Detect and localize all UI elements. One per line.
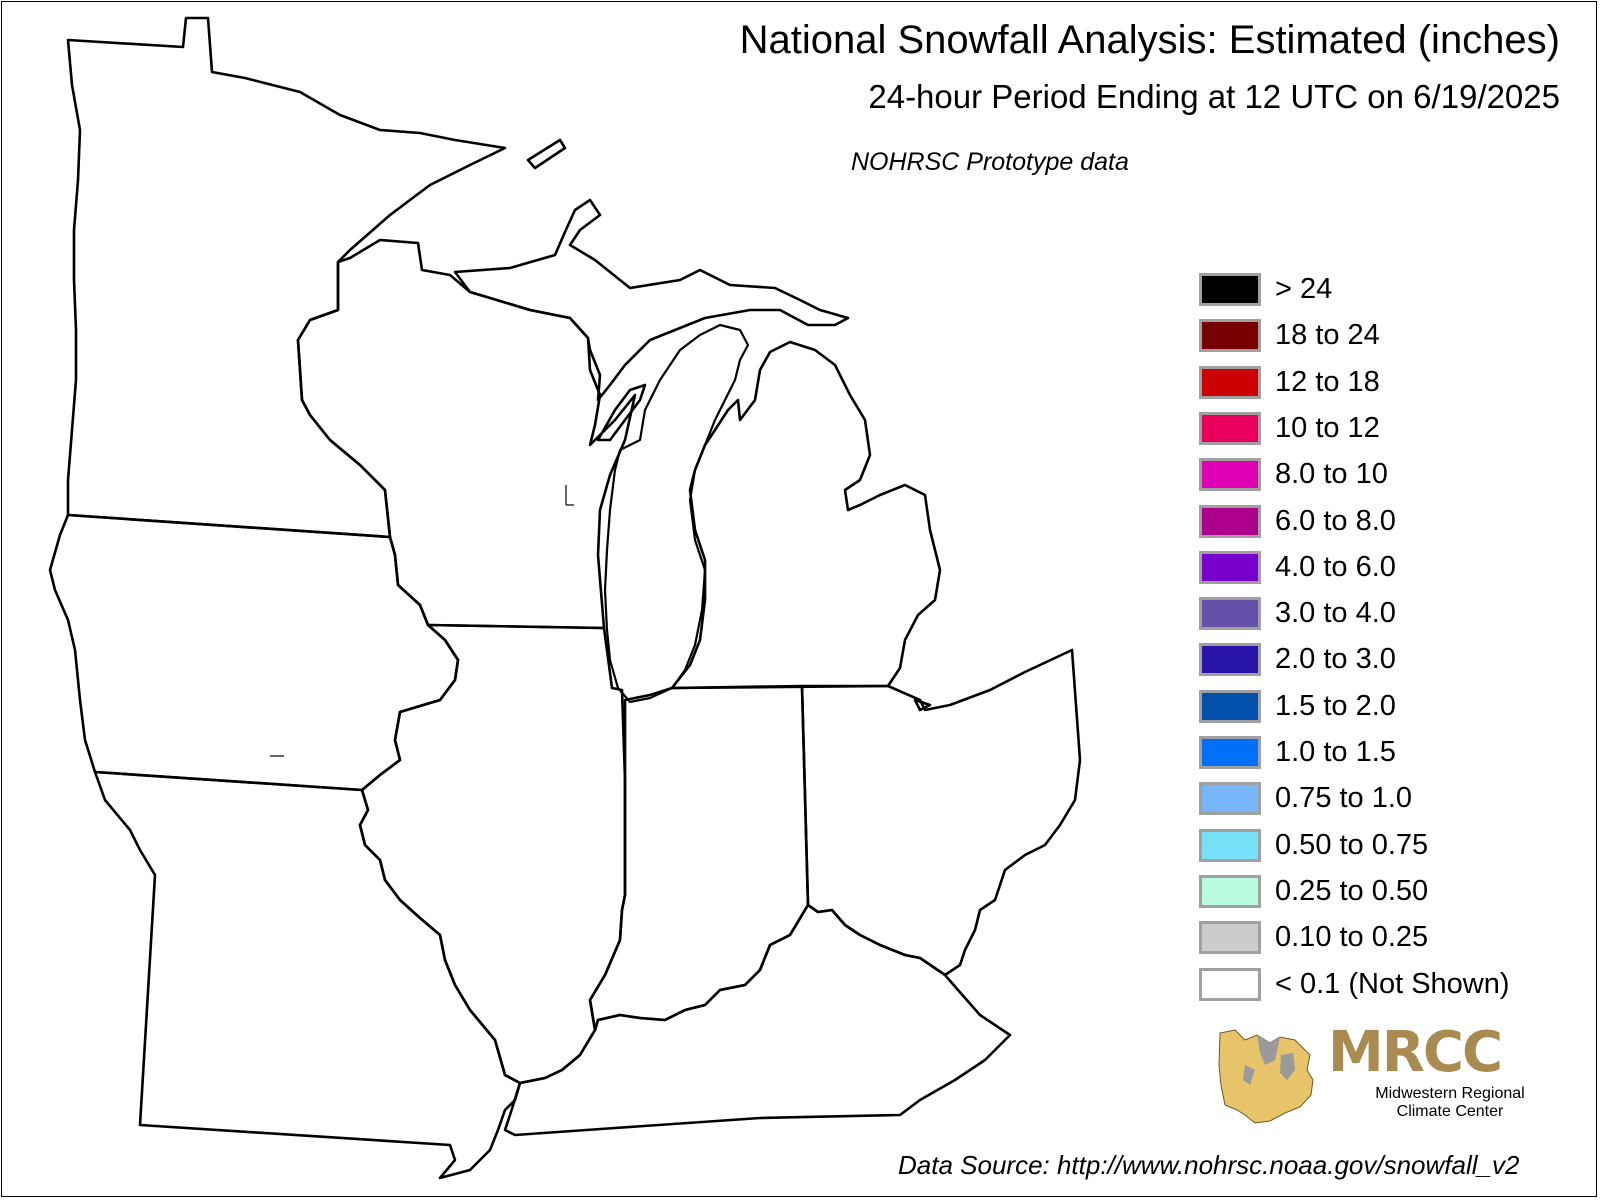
legend-item: 4.0 to 6.0 (1198, 549, 1558, 589)
legend-swatch (1199, 689, 1261, 723)
legend-label: 8.0 to 10 (1275, 458, 1388, 491)
data-note: NOHRSC Prototype data (851, 148, 1129, 176)
legend-label: 4.0 to 6.0 (1275, 550, 1396, 583)
legend-label: 3.0 to 4.0 (1275, 597, 1396, 630)
legend-swatch (1199, 643, 1261, 677)
legend-item: 0.25 to 0.50 (1198, 873, 1558, 913)
legend-label: 10 to 12 (1275, 411, 1380, 444)
legend-swatch (1199, 782, 1261, 816)
legend-label: > 24 (1275, 273, 1333, 305)
legend-label: 0.75 to 1.0 (1275, 782, 1413, 815)
legend-item: 6.0 to 8.0 (1198, 503, 1558, 543)
legend-swatch (1199, 828, 1261, 862)
legend-item: < 0.1 (Not Shown) (1198, 966, 1558, 1006)
legend-item: 10 to 12 (1198, 410, 1558, 450)
legend-label: 1.0 to 1.5 (1275, 736, 1396, 768)
legend-label: < 0.1 (Not Shown) (1275, 967, 1510, 1000)
mrcc-logo: MRCC Midwestern Regional Climate Center (1215, 1020, 1555, 1125)
door-peninsula (596, 383, 647, 442)
legend-label: 18 to 24 (1275, 319, 1380, 352)
state-missouri (93, 770, 522, 1180)
legend-item: 3.0 to 4.0 (1198, 595, 1558, 635)
legend-label: 6.0 to 8.0 (1275, 504, 1396, 537)
legend-swatch (1199, 411, 1261, 445)
mrcc-line-1: Midwestern Regional (1375, 1085, 1525, 1102)
legend-swatch (1199, 458, 1261, 492)
legend-item: 0.75 to 1.0 (1198, 780, 1558, 820)
legend-item: 8.0 to 10 (1198, 456, 1558, 496)
mrcc-logo-subtitle: Midwestern Regional Climate Center (1350, 1085, 1550, 1121)
legend-item: 0.10 to 0.25 (1198, 919, 1558, 959)
legend-item: 12 to 18 (1198, 364, 1558, 404)
legend-item: 1.5 to 2.0 (1198, 688, 1558, 728)
state-wisconsin (296, 238, 637, 630)
legend-item: 1.0 to 1.5 (1198, 734, 1558, 774)
legend-swatch (1199, 273, 1261, 306)
legend-label: 0.50 to 0.75 (1275, 828, 1429, 861)
state-kentucky (503, 903, 1012, 1137)
legend-swatch (1199, 319, 1261, 353)
legend-swatch (1199, 967, 1261, 1001)
legend-swatch (1199, 874, 1261, 908)
legend-swatch (1199, 736, 1261, 769)
legend-swatch (1199, 921, 1261, 955)
legend-swatch (1199, 365, 1261, 399)
state-michigan-up (453, 198, 850, 402)
map-subtitle: 24-hour Period Ending at 12 UTC on 6/19/… (868, 78, 1560, 115)
state-michigan-lp (670, 340, 942, 690)
midwest-map-logo-icon (1218, 1029, 1314, 1124)
legend-label: 0.25 to 0.50 (1275, 874, 1429, 907)
sandusky-bay (913, 698, 932, 712)
map-specks (270, 485, 574, 757)
data-source: Data Source: http://www.nohrsc.noaa.gov/… (898, 1150, 1520, 1180)
legend-label: 0.10 to 0.25 (1275, 921, 1429, 954)
state-illinois (358, 623, 627, 1085)
legend-item: 2.0 to 3.0 (1198, 641, 1558, 681)
legend-label: 2.0 to 3.0 (1275, 643, 1396, 676)
legend-item: > 24 (1198, 271, 1558, 311)
legend-item: 18 to 24 (1198, 317, 1558, 357)
legend-label: 1.5 to 2.0 (1275, 689, 1396, 722)
legend-swatch (1199, 597, 1261, 631)
legend-item: 0.50 to 0.75 (1198, 827, 1558, 867)
isle-royale (526, 138, 567, 170)
mrcc-line-2: Climate Center (1396, 1103, 1504, 1120)
legend-label: 12 to 18 (1275, 365, 1380, 398)
mrcc-logo-text: MRCC (1328, 1020, 1503, 1085)
legend-swatch (1199, 550, 1261, 584)
map-title: National Snowfall Analysis: Estimated (i… (739, 18, 1560, 62)
state-ohio (800, 648, 1082, 977)
state-minnesota (66, 16, 507, 539)
lake-michigan-shoreline (603, 323, 750, 704)
legend-swatch (1199, 504, 1261, 538)
